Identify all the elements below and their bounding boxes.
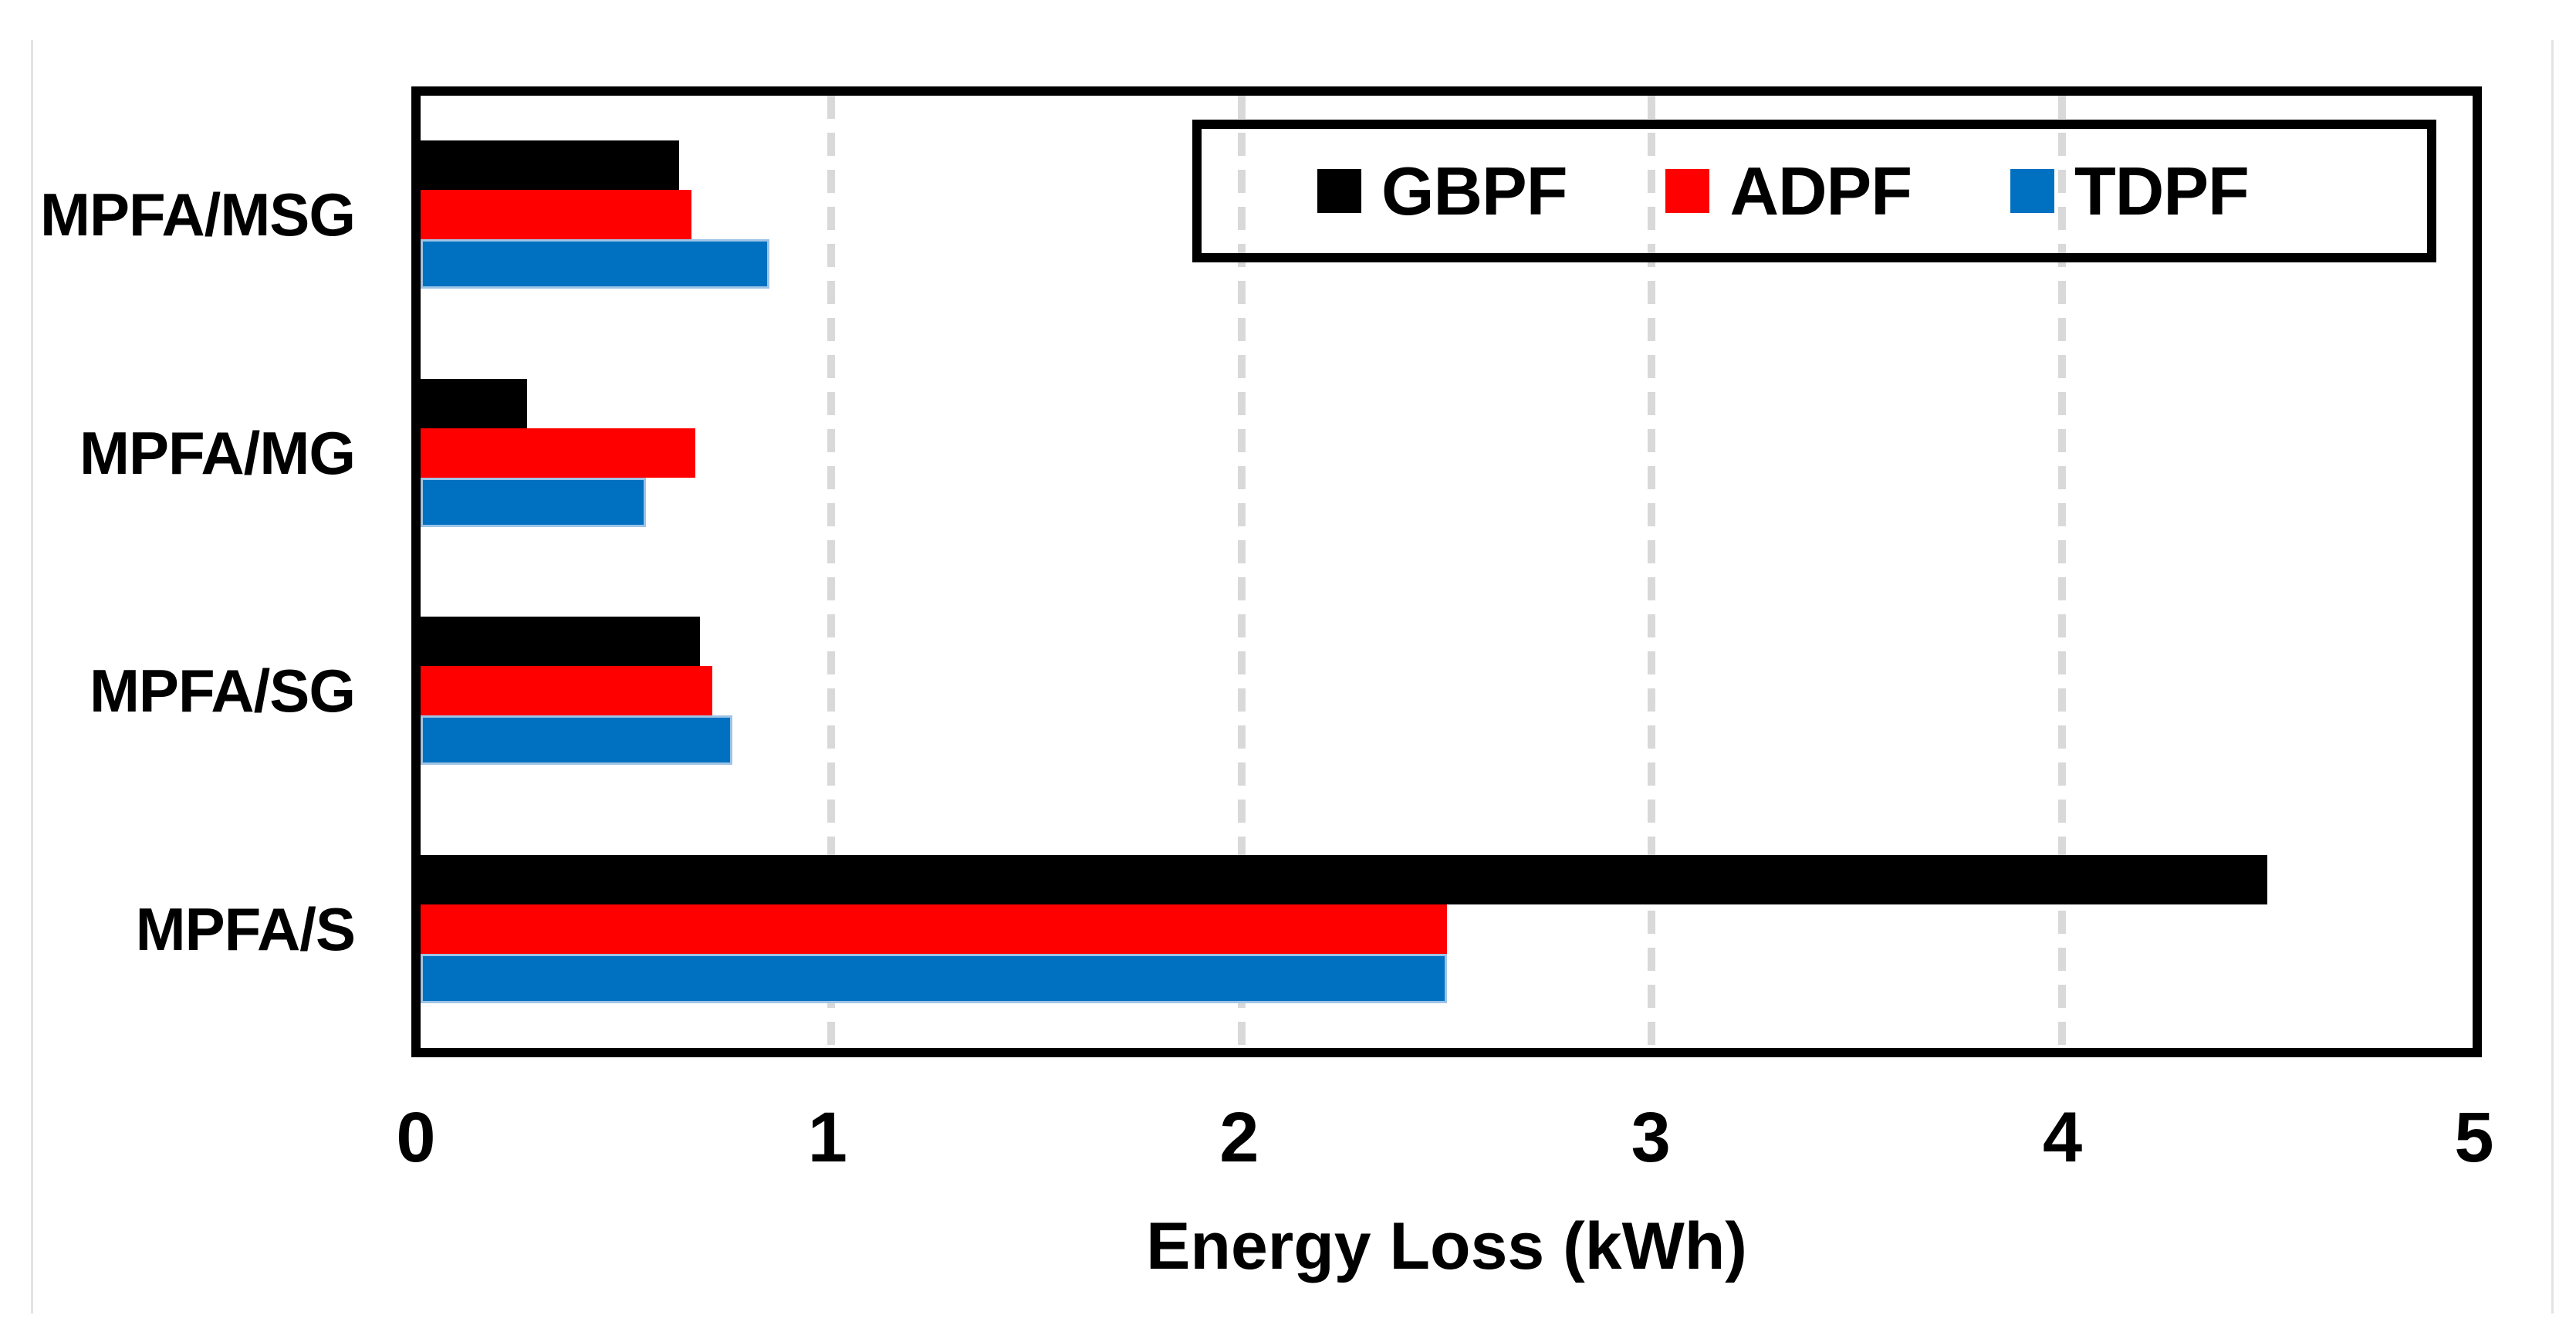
chart-frame-left-edge — [31, 40, 33, 1313]
x-tick-5: 5 — [2454, 1098, 2494, 1177]
category-label-mpfa-msg: MPFA/MSG — [39, 181, 356, 249]
gridline-x-2 — [1237, 96, 1246, 1048]
x-tick-3: 3 — [1631, 1098, 1671, 1177]
category-label-mpfa-sg: MPFA/SG — [89, 657, 356, 725]
bar-tdpf-mpfa-s — [421, 953, 1447, 1003]
gridline-x-3 — [1648, 96, 1656, 1048]
bar-gbpf-mpfa-s — [421, 854, 2268, 904]
legend-label-tdpf: TDPF — [2074, 152, 2250, 229]
bar-adpf-mpfa-sg — [421, 666, 712, 716]
chart-frame-right-edge — [2551, 40, 2554, 1313]
legend-entry-gbpf: GBPF — [1317, 157, 1567, 225]
x-tick-1: 1 — [807, 1098, 847, 1177]
x-tick-0: 0 — [396, 1098, 436, 1177]
legend-swatch-adpf — [1665, 169, 1710, 213]
plot-grid-and-bars — [421, 96, 2473, 1048]
bar-adpf-mpfa-msg — [421, 190, 691, 240]
legend-swatch-tdpf — [2010, 169, 2055, 213]
bar-gbpf-mpfa-mg — [421, 378, 528, 428]
legend-label-gbpf: GBPF — [1381, 152, 1567, 229]
legend-entry-tdpf: TDPF — [2010, 152, 2250, 229]
bar-tdpf-mpfa-mg — [421, 477, 647, 527]
x-axis-title: Energy Loss (kWh) — [1146, 1209, 1747, 1283]
y-axis-category-labels: MPFA/MSG MPFA/MG MPFA/SG MPFA/S — [0, 96, 356, 1048]
bar-gbpf-mpfa-sg — [421, 617, 700, 667]
category-label-mpfa-s: MPFA/S — [135, 894, 356, 963]
plot-area: GBPF ADPF TDPF — [411, 86, 2482, 1057]
legend-label-adpf: ADPF — [1729, 152, 1912, 229]
category-label-mpfa-mg: MPFA/MG — [79, 418, 356, 487]
bar-tdpf-mpfa-msg — [421, 239, 770, 289]
gridline-x-1 — [827, 96, 835, 1048]
bar-adpf-mpfa-s — [421, 904, 1447, 954]
bar-tdpf-mpfa-sg — [421, 715, 733, 766]
bar-gbpf-mpfa-msg — [421, 140, 680, 191]
legend: GBPF ADPF TDPF — [1192, 120, 2436, 262]
legend-entry-adpf: ADPF — [1665, 157, 1912, 225]
gridline-x-4 — [2058, 96, 2067, 1048]
legend-swatch-gbpf — [1317, 169, 1361, 213]
bar-adpf-mpfa-mg — [421, 428, 696, 478]
x-tick-4: 4 — [2043, 1098, 2083, 1177]
x-tick-2: 2 — [1219, 1098, 1259, 1177]
